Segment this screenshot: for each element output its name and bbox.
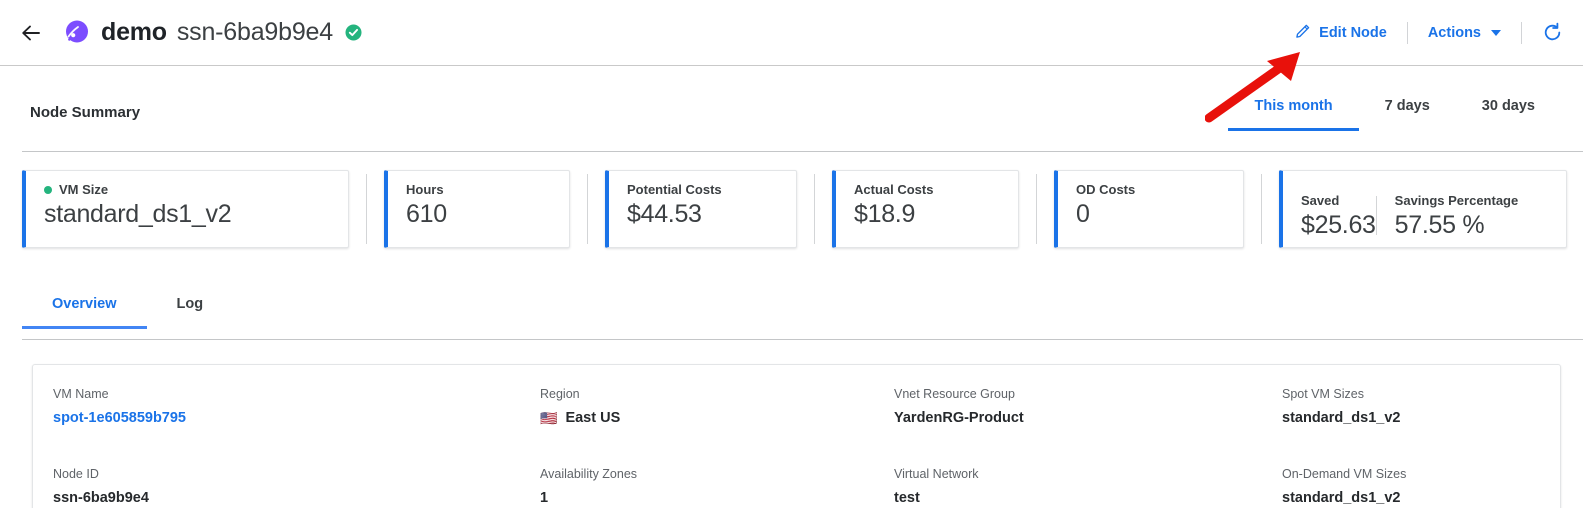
back-arrow-icon[interactable] — [18, 20, 44, 46]
card-separator-1 — [366, 174, 367, 244]
metric-card-savings: Saved $25.63 Savings Percentage 57.55 % — [1279, 170, 1567, 248]
detail-label: Vnet Resource Group — [894, 387, 1015, 401]
detail-vnet-resource-group: Vnet Resource Group YardenRG-Product — [894, 387, 1282, 426]
metric-savings-percentage: Savings Percentage 57.55 % — [1377, 182, 1519, 247]
summary-title: Node Summary — [30, 104, 141, 121]
detail-label: Region — [540, 387, 580, 401]
detail-value-link[interactable]: spot-1e605859b795 — [53, 410, 186, 426]
detail-label: VM Name — [53, 387, 109, 401]
overview-details-panel: VM Name spot-1e605859b795 Region 🇺🇸 East… — [32, 364, 1561, 508]
detail-label: Virtual Network — [894, 467, 979, 481]
edit-node-button[interactable]: Edit Node — [1295, 22, 1387, 43]
metric-value: $25.63 — [1301, 211, 1376, 239]
detail-availability-zones: Availability Zones 1 — [540, 467, 894, 506]
savings-inner-divider — [1375, 196, 1377, 235]
metric-value: 610 — [406, 200, 447, 228]
detail-node-id: Node ID ssn-6ba9b9e4 — [53, 467, 540, 506]
metric-label: OD Costs — [1076, 182, 1136, 197]
app-header: demo ssn-6ba9b9e4 Edit Node Actions — [0, 0, 1583, 66]
refresh-icon[interactable] — [1542, 22, 1563, 43]
card-separator-5 — [1261, 174, 1262, 244]
metric-saved: Saved $25.63 — [1283, 182, 1376, 247]
actions-label: Actions — [1427, 24, 1481, 41]
metric-card-od-costs: OD Costs 0 — [1054, 170, 1244, 248]
header-divider-1 — [1406, 21, 1408, 44]
detail-label: On-Demand VM Sizes — [1282, 467, 1407, 481]
time-range-tabs: This month 7 days 30 days — [1228, 98, 1561, 131]
details-row-1: VM Name spot-1e605859b795 Region 🇺🇸 East… — [33, 387, 1560, 426]
header-divider-2 — [1521, 21, 1522, 44]
detail-value: 1 — [540, 490, 549, 506]
metric-value: $44.53 — [627, 200, 702, 228]
pencil-icon — [1295, 22, 1312, 43]
details-row-2: Node ID ssn-6ba9b9e4 Availability Zones … — [33, 467, 1560, 506]
us-flag-icon: 🇺🇸 — [540, 410, 558, 426]
metric-cards-row: VM Size standard_ds1_v2 Hours 610 Potent… — [22, 170, 1567, 248]
detail-on-demand-vm-sizes: On-Demand VM Sizes standard_ds1_v2 — [1282, 467, 1542, 506]
range-tab-this-month[interactable]: This month — [1228, 98, 1359, 131]
detail-value-wrap: 🇺🇸 East US — [540, 410, 894, 426]
detail-value: ssn-6ba9b9e4 — [53, 490, 149, 506]
card-separator-3 — [814, 174, 815, 244]
edit-node-label: Edit Node — [1319, 24, 1387, 41]
detail-label: Spot VM Sizes — [1282, 387, 1364, 401]
page-title: demo — [101, 18, 167, 46]
status-dot-icon — [44, 185, 52, 194]
card-separator-4 — [1036, 174, 1037, 244]
detail-label: Node ID — [53, 467, 99, 481]
detail-value: standard_ds1_v2 — [1282, 490, 1401, 506]
metric-label-wrap: VM Size — [44, 182, 348, 197]
detail-value: standard_ds1_v2 — [1282, 410, 1401, 426]
metric-value: 0 — [1076, 200, 1090, 228]
content-tabs: Overview Log — [22, 296, 233, 329]
detail-virtual-network: Virtual Network test — [894, 467, 1282, 506]
detail-spot-vm-sizes: Spot VM Sizes standard_ds1_v2 — [1282, 387, 1542, 426]
metric-card-hours: Hours 610 — [384, 170, 570, 248]
metric-card-potential-costs: Potential Costs $44.53 — [605, 170, 797, 248]
detail-value: East US — [565, 410, 621, 426]
green-check-badge — [345, 24, 362, 41]
summary-divider — [22, 151, 1583, 152]
detail-label: Availability Zones — [540, 467, 638, 481]
metric-card-vm-size: VM Size standard_ds1_v2 — [22, 170, 349, 248]
metric-label: Saved — [1301, 193, 1340, 208]
metric-label: Actual Costs — [854, 182, 934, 197]
range-tab-7-days[interactable]: 7 days — [1384, 98, 1430, 114]
actions-dropdown[interactable]: Actions — [1428, 25, 1501, 41]
metric-card-actual-costs: Actual Costs $18.9 — [832, 170, 1019, 248]
metric-label: Savings Percentage — [1394, 193, 1519, 208]
metric-label: VM Size — [59, 182, 109, 197]
chevron-down-icon — [1491, 29, 1501, 36]
content-tabs-divider — [22, 339, 1583, 340]
metric-label: Potential Costs — [627, 182, 722, 197]
metric-label: Hours — [406, 182, 444, 197]
detail-vm-name: VM Name spot-1e605859b795 — [53, 387, 540, 426]
detail-value: YardenRG-Product — [894, 410, 1024, 426]
metric-value: 57.55 % — [1394, 211, 1485, 239]
card-separator-2 — [587, 174, 588, 244]
metric-value: standard_ds1_v2 — [44, 200, 232, 228]
detail-value: test — [894, 490, 920, 506]
spot-comet-logo — [60, 18, 90, 48]
detail-region: Region 🇺🇸 East US — [540, 387, 894, 426]
node-summary-header: Node Summary This month 7 days 30 days — [0, 66, 1583, 152]
tab-overview[interactable]: Overview — [22, 296, 147, 329]
tab-log[interactable]: Log — [176, 296, 204, 312]
metric-value: $18.9 — [854, 200, 916, 228]
header-node-id: ssn-6ba9b9e4 — [176, 18, 333, 46]
range-tab-30-days[interactable]: 30 days — [1481, 98, 1535, 114]
